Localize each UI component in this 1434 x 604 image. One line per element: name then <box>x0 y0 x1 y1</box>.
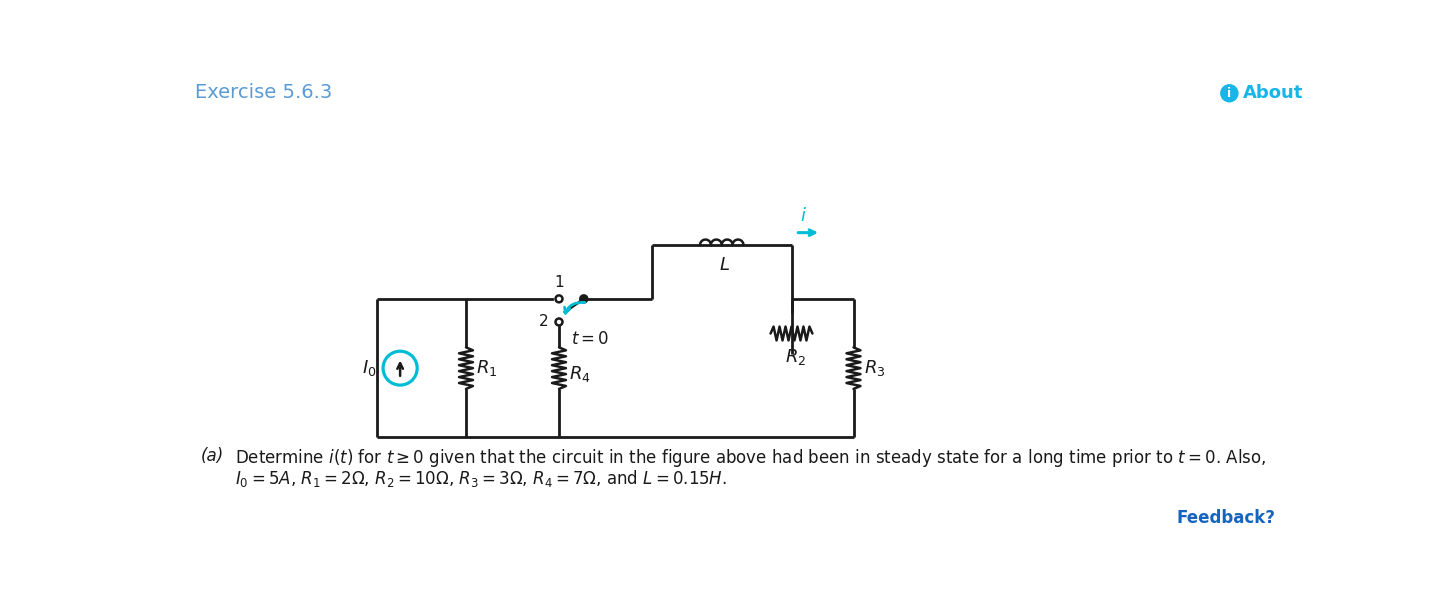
Circle shape <box>555 318 562 326</box>
Text: $R_4$: $R_4$ <box>569 364 591 384</box>
Text: $i$: $i$ <box>800 207 806 225</box>
Circle shape <box>555 295 562 303</box>
Text: $L$: $L$ <box>720 255 730 274</box>
Text: 2: 2 <box>539 315 548 329</box>
Text: Feedback?: Feedback? <box>1176 509 1275 527</box>
Circle shape <box>581 295 588 303</box>
Text: Determine $i(t)$ for $t \geq 0$ given that the circuit in the figure above had b: Determine $i(t)$ for $t \geq 0$ given th… <box>235 447 1266 469</box>
Text: $t = 0$: $t = 0$ <box>571 330 609 348</box>
Text: Exercise 5.6.3: Exercise 5.6.3 <box>195 83 333 102</box>
Circle shape <box>1220 85 1238 101</box>
Text: $R_2$: $R_2$ <box>784 347 806 367</box>
Text: i: i <box>1228 87 1232 100</box>
Text: $I_0 = 5A$, $R_1 = 2\Omega$, $R_2 = 10\Omega$, $R_3 = 3\Omega$, $R_4 = 7\Omega$,: $I_0 = 5A$, $R_1 = 2\Omega$, $R_2 = 10\O… <box>235 468 727 489</box>
Text: 1: 1 <box>554 275 564 290</box>
Text: (a): (a) <box>201 447 224 464</box>
Text: $I_0$: $I_0$ <box>363 358 377 378</box>
Text: About: About <box>1242 85 1304 102</box>
Text: $R_1$: $R_1$ <box>476 358 498 378</box>
Text: $R_3$: $R_3$ <box>863 358 885 378</box>
